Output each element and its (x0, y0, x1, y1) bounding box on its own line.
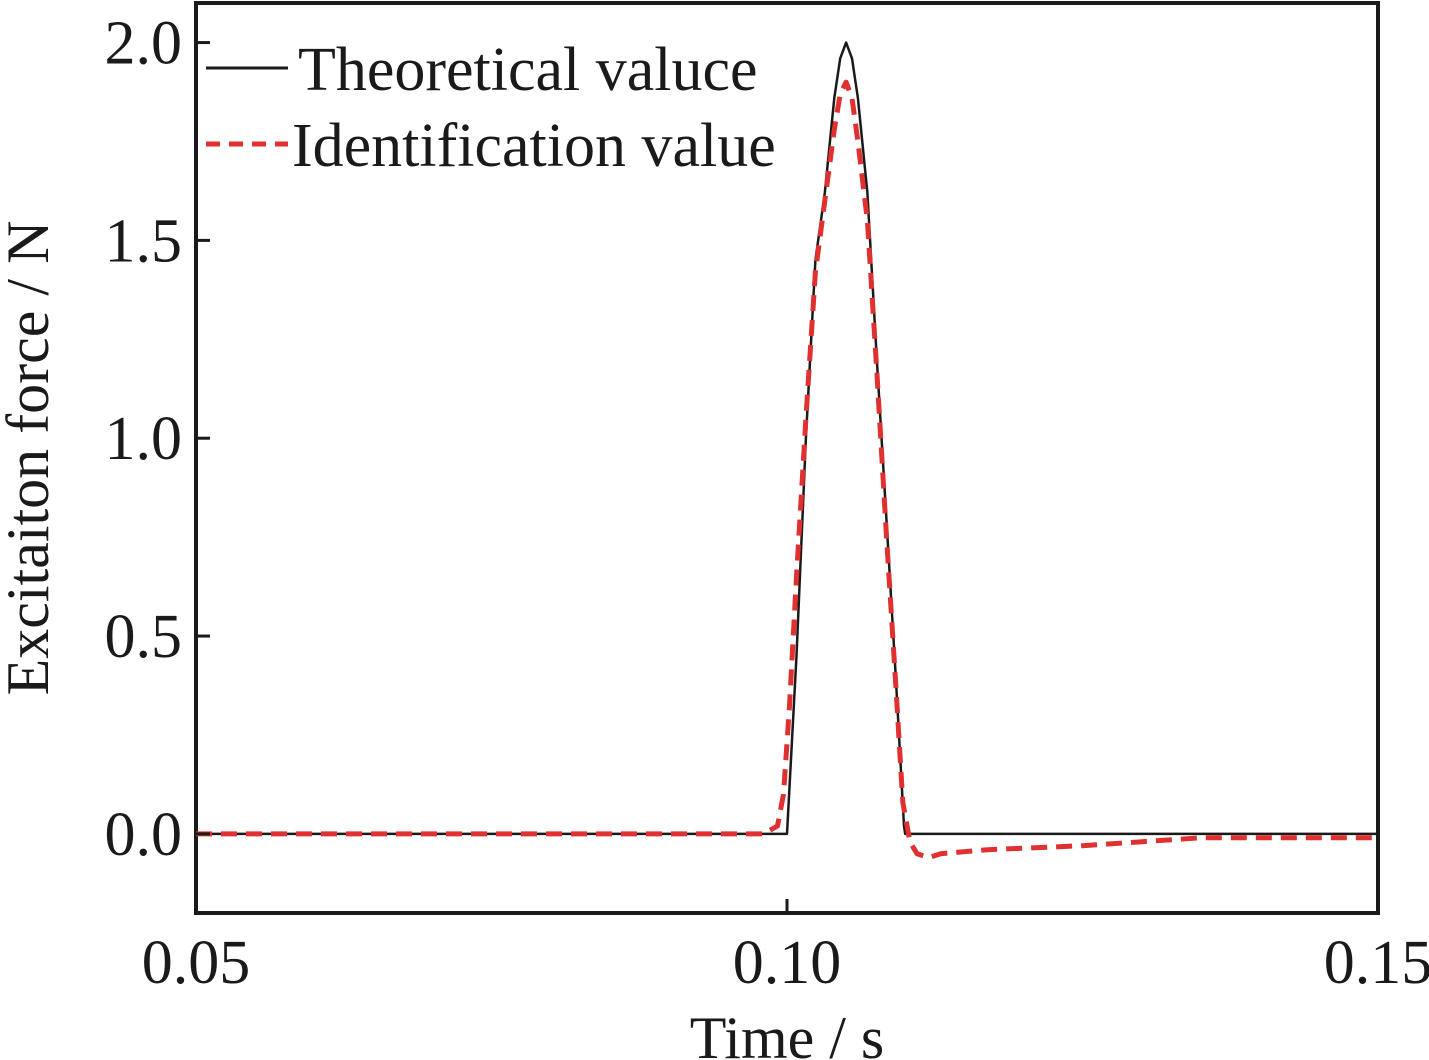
legend: Theoretical valuce Identification value (206, 36, 776, 180)
x-axis-title: Time / s (690, 1005, 885, 1060)
legend-label-theoretical: Theoretical valuce (298, 36, 758, 104)
y-tick-label: 1.0 (105, 405, 183, 473)
y-axis-title: Excitaiton force / N (0, 221, 61, 696)
x-axis: 0.05 0.10 0.15 (142, 899, 1429, 997)
x-tick-label: 0.10 (733, 929, 842, 997)
y-tick-label: 2.0 (105, 10, 183, 78)
series-layer (196, 41, 1378, 861)
y-axis: 0.0 0.5 1.0 1.5 2.0 (105, 10, 210, 869)
x-tick-label: 0.05 (142, 929, 251, 997)
legend-label-identification: Identification value (292, 112, 776, 180)
x-tick-label: 0.15 (1324, 929, 1429, 997)
y-tick-label: 1.5 (105, 207, 183, 275)
y-tick-label: 0.0 (105, 801, 183, 869)
y-tick-label: 0.5 (105, 603, 183, 671)
series-line-identification (196, 79, 1378, 861)
